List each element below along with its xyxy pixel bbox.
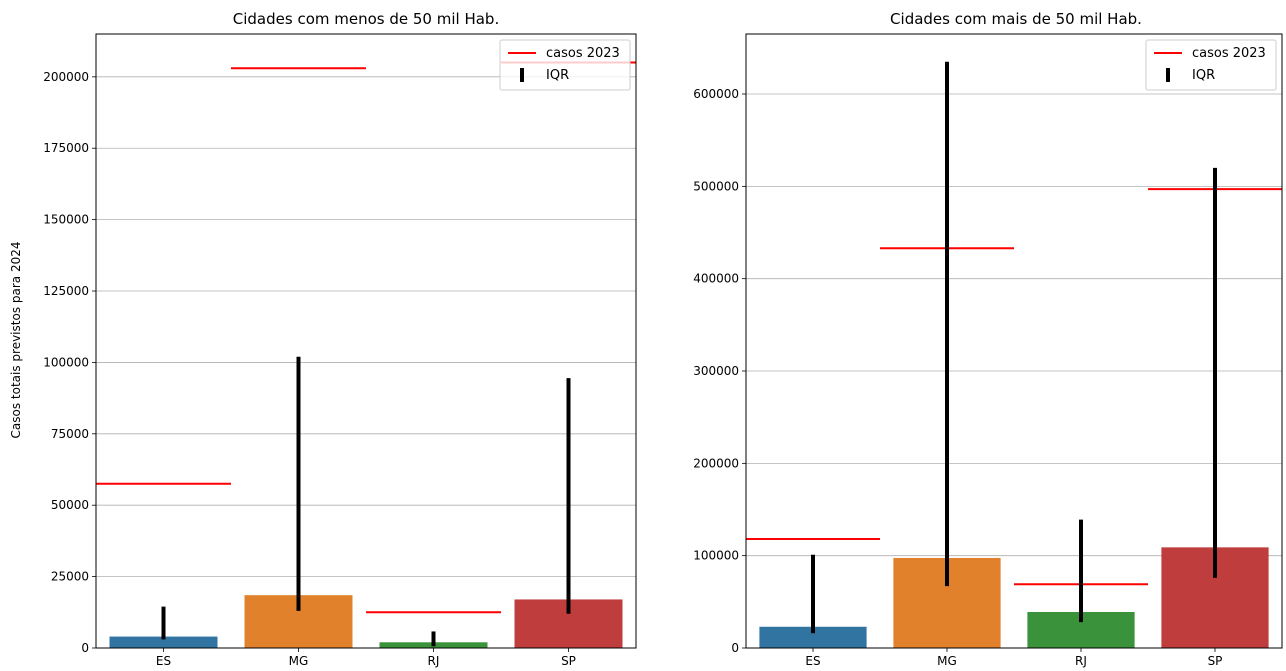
legend-label: IQR: [1192, 68, 1215, 83]
y-tick-label: 600000: [693, 87, 739, 101]
y-tick-label: 0: [81, 641, 89, 655]
y-tick-label: 0: [731, 641, 739, 655]
chart-title: Cidades com mais de 50 mil Hab.: [890, 10, 1142, 28]
x-tick-label: ES: [805, 654, 820, 668]
y-tick-label: 300000: [693, 364, 739, 378]
y-tick-label: 125000: [43, 284, 89, 298]
chart-panel-small-cities: Cidades com menos de 50 mil Hab. Casos t…: [9, 10, 637, 668]
x-tick-label: SP: [1208, 654, 1223, 668]
y-tick-label: 500000: [693, 179, 739, 193]
legend-label: casos 2023: [1192, 46, 1266, 61]
legend-label: casos 2023: [546, 46, 620, 61]
y-tick-label: 200000: [693, 456, 739, 470]
x-tick-label: RJ: [1075, 654, 1087, 668]
x-tick-label: MG: [289, 654, 309, 668]
chart-panel-large-cities: Cidades com mais de 50 mil Hab. 0 100000 2…: [693, 10, 1283, 668]
y-tick-label: 50000: [51, 498, 89, 512]
legend: casos 2023 IQR: [499, 39, 631, 91]
chart-title: Cidades com menos de 50 mil Hab.: [233, 10, 499, 28]
x-tick-label: RJ: [428, 654, 440, 668]
legend: casos 2023 IQR: [1145, 39, 1277, 91]
y-tick-label: 25000: [51, 570, 89, 584]
legend-label: IQR: [546, 68, 569, 83]
y-axis-label: Casos totais previstos para 2024: [9, 242, 23, 439]
x-tick-label: SP: [561, 654, 576, 668]
y-tick-label: 100000: [693, 549, 739, 563]
y-tick-label: 150000: [43, 213, 89, 227]
x-tick-label: MG: [937, 654, 957, 668]
y-tick-label: 400000: [693, 272, 739, 286]
y-tick-label: 75000: [51, 427, 89, 441]
y-tick-label: 100000: [43, 355, 89, 369]
axes-frame: [95, 33, 637, 649]
x-tick-label: ES: [156, 654, 171, 668]
bar-es: [759, 626, 867, 648]
bar-es: [109, 636, 218, 648]
y-tick-label: 175000: [43, 141, 89, 155]
y-tick-label: 200000: [43, 70, 89, 84]
axes-frame: [745, 33, 1283, 649]
